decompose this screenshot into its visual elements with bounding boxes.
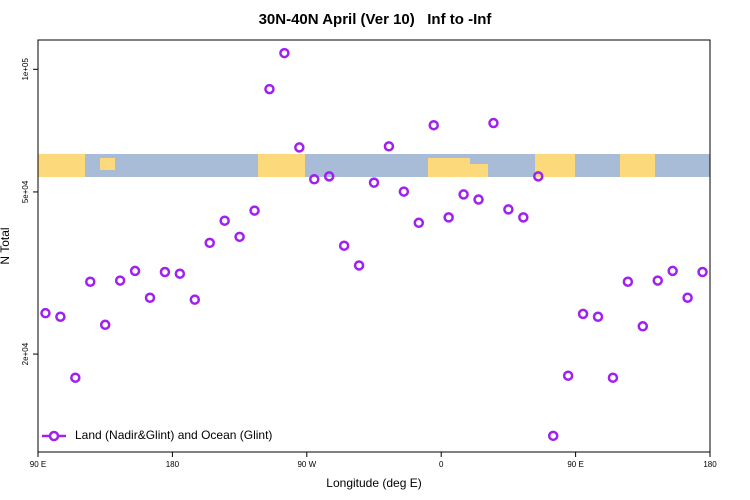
x-tick-label: 90 E [30, 460, 46, 469]
data-point [622, 276, 634, 287]
data-point [338, 240, 350, 251]
data-point [413, 217, 425, 229]
y-tick-label: 5e+04 [21, 180, 30, 203]
chart-title: 30N-40N April (Ver 10) Inf to -Inf [259, 11, 493, 28]
data-point [85, 276, 96, 287]
data-point [368, 177, 380, 188]
plot-frame [37, 39, 711, 453]
data-point [383, 141, 395, 152]
y-tick-label: 2e+04 [21, 342, 30, 365]
data-point [114, 275, 126, 286]
data-point [503, 204, 514, 215]
data-point [264, 83, 275, 95]
data-point [398, 186, 410, 197]
data-point [279, 47, 290, 59]
x-tick-label: 90 E [567, 460, 583, 469]
data-point [577, 308, 589, 320]
data-point [473, 194, 484, 205]
data-point [637, 321, 649, 332]
data-point [667, 265, 678, 277]
data-point [249, 205, 260, 216]
data-point [174, 268, 186, 279]
data-point [55, 311, 66, 322]
data-point [309, 174, 320, 185]
data-point [159, 266, 171, 278]
data-point [607, 372, 619, 383]
data-point [144, 292, 156, 303]
data-point [40, 307, 51, 319]
data-point [652, 275, 663, 286]
data-point [562, 370, 574, 381]
data-point [129, 265, 141, 277]
data-point [518, 212, 529, 223]
data-point [533, 171, 544, 182]
data-point [547, 430, 559, 442]
data-point [682, 292, 693, 303]
data-point [99, 319, 111, 331]
data-point [592, 311, 604, 322]
data-point [323, 171, 335, 182]
data-point [443, 212, 454, 223]
data-point [353, 260, 365, 271]
data-point [458, 189, 469, 200]
x-tick-label: 90 W [297, 460, 316, 469]
x-axis-label: Longitude (deg E) [326, 476, 421, 490]
y-axis-label: N Total [0, 227, 12, 264]
data-point [234, 231, 245, 243]
map-band [38, 154, 710, 177]
x-tick-label: 180 [703, 460, 717, 469]
legend-label: Land (Nadir&Glint) and Ocean (Glint) [75, 428, 272, 442]
legend-marker [48, 430, 60, 442]
data-point [294, 142, 305, 153]
data-point [219, 215, 230, 226]
data-point [428, 119, 439, 131]
data-point [488, 117, 499, 129]
data-point [204, 237, 215, 249]
x-tick-label: 0 [439, 460, 444, 469]
y-tick-label: 1e+05 [21, 58, 30, 81]
x-tick-label: 180 [166, 460, 180, 469]
data-point [70, 372, 81, 383]
data-point [189, 294, 201, 305]
data-point [697, 266, 708, 278]
